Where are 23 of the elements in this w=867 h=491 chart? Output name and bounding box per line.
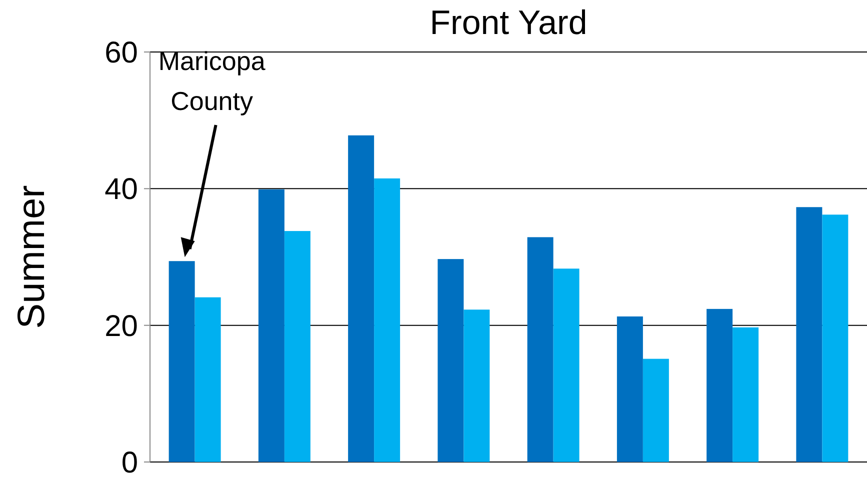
- bar: [374, 178, 400, 462]
- bar: [822, 214, 848, 462]
- y-tick-label: 20: [104, 310, 138, 343]
- bar: [706, 308, 733, 462]
- bar: [553, 268, 580, 462]
- chart-title: Front Yard: [430, 4, 588, 42]
- bar: [194, 297, 221, 462]
- y-tick-label: 40: [104, 173, 138, 206]
- bar: [796, 207, 822, 462]
- y-axis-title: Summer: [11, 184, 53, 329]
- y-tick-label: 60: [104, 36, 138, 70]
- bar: [438, 259, 464, 462]
- bar: [284, 231, 310, 462]
- bar: [616, 316, 643, 462]
- y-tick-label: 0: [121, 446, 138, 480]
- bar: [168, 261, 195, 462]
- bar: [642, 358, 669, 462]
- bar: [732, 327, 759, 462]
- bar: [348, 135, 374, 462]
- bar: [527, 237, 554, 462]
- bar: [464, 310, 490, 462]
- bar: [258, 189, 284, 462]
- annotation: Maricopa County: [158, 46, 266, 116]
